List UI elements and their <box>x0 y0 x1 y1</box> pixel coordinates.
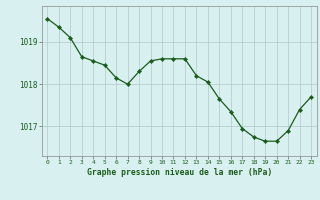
X-axis label: Graphe pression niveau de la mer (hPa): Graphe pression niveau de la mer (hPa) <box>87 168 272 177</box>
